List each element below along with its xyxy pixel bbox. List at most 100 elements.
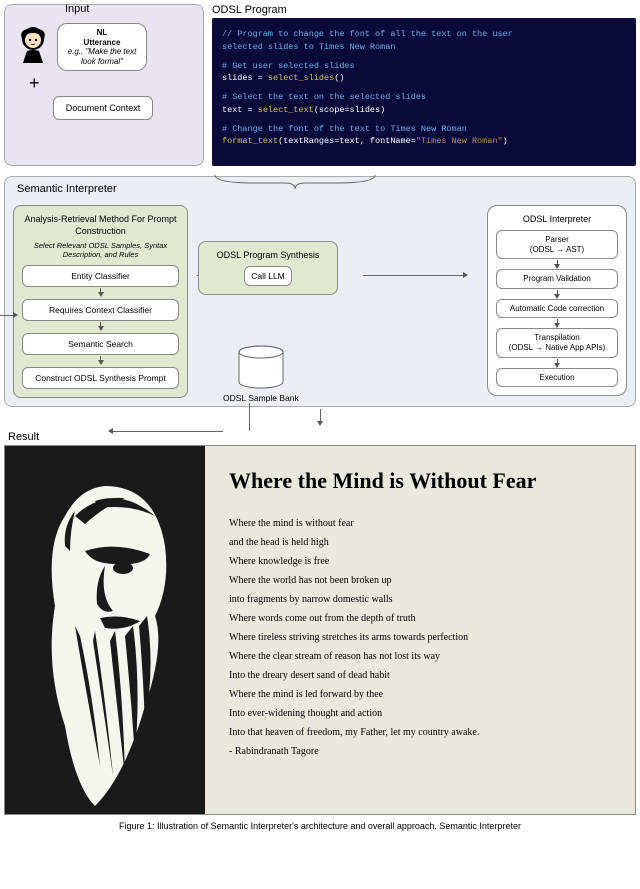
nl-example: e.g., "Make the text look formal" (64, 47, 140, 66)
arrow-down-icon (98, 292, 104, 297)
synth-column: ODSL Program Synthesis Call LLM (198, 205, 338, 295)
poem-line: Where tireless striving stretches its ar… (229, 628, 611, 647)
code-comment: // Program to change the font of all the… (222, 29, 513, 39)
call-llm-box: Call LLM (244, 266, 292, 286)
code-line: () (334, 73, 344, 83)
connector-line (320, 409, 321, 421)
poem-line: Where knowledge is free (229, 552, 611, 571)
mid-content: Analysis-Retrieval Method For Prompt Con… (13, 205, 627, 398)
transpilation-label: Transpilation (501, 333, 613, 343)
code-str: "Times New Roman" (416, 136, 503, 146)
speech-bubble: NL Utterance e.g., "Make the text look f… (57, 23, 147, 71)
poem-line: Into that heaven of freedom, my Father, … (229, 723, 611, 742)
poem-line: Where the mind is led forward by thee (229, 685, 611, 704)
top-section: Input NL Utterance e.g., "Make the text … (0, 0, 640, 170)
poem-line: Where words come out from the depth of t… (229, 609, 611, 628)
input-label: Input (65, 3, 89, 15)
odsl-program-label: ODSL Program (212, 4, 636, 16)
code-fn: select_slides (268, 73, 334, 83)
poem-line: Into ever-widening thought and action (229, 704, 611, 723)
arrow-right-icon (463, 272, 468, 278)
result-label: Result (8, 431, 632, 443)
poem-line: Where the mind is without fear (229, 514, 611, 533)
requires-context-label: Requires Context Classifier (49, 305, 152, 315)
semantic-search-label: Semantic Search (68, 339, 133, 349)
arrow-left-icon (108, 428, 113, 434)
poem-line: Where the world has not been broken up (229, 571, 611, 590)
connector-line (113, 431, 223, 432)
semantic-interpreter-panel: Semantic Interpreter Analysis-Retrieval … (4, 176, 636, 407)
correction-step: Automatic Code correction (496, 299, 618, 319)
code-fn: format_text (222, 136, 278, 146)
portrait-panel (5, 446, 205, 814)
poem-line: Into the dreary desert sand of dead habi… (229, 666, 611, 685)
odsl-interpreter-box: ODSL Interpreter Parser (ODSL → AST) Pro… (487, 205, 627, 396)
input-content: NL Utterance e.g., "Make the text look f… (13, 23, 195, 71)
sample-bank: ODSL Sample Bank (223, 345, 299, 403)
analysis-retrieval-box: Analysis-Retrieval Method For Prompt Con… (13, 205, 188, 398)
validation-step: Program Validation (496, 269, 618, 289)
brace-icon (205, 173, 385, 191)
figure-container: Input NL Utterance e.g., "Make the text … (0, 0, 640, 831)
code-comment: selected slides to Times New Roman (222, 42, 395, 52)
synthesis-title: ODSL Program Synthesis (207, 250, 329, 260)
entity-classifier-box: Entity Classifier (22, 265, 179, 287)
parser-sublabel: (ODSL → AST) (501, 245, 613, 255)
requires-context-box: Requires Context Classifier (22, 299, 179, 321)
construct-prompt-box: Construct ODSL Synthesis Prompt (22, 367, 179, 389)
connector-line (0, 315, 13, 316)
entity-classifier-label: Entity Classifier (71, 271, 130, 281)
semantic-search-box: Semantic Search (22, 333, 179, 355)
validation-label: Program Validation (523, 274, 590, 283)
odsl-synthesis-box: ODSL Program Synthesis Call LLM (198, 241, 338, 295)
plus-sign: + (29, 73, 195, 94)
result-panel: Where the Mind is Without Fear Where the… (4, 445, 636, 815)
arrow-right-icon (13, 312, 18, 318)
poem-line: Where the clear stream of reason has not… (229, 647, 611, 666)
code-comment: # Change the font of the text to Times N… (222, 124, 467, 134)
odsl-program-panel: ODSL Program // Program to change the fo… (212, 4, 636, 166)
utterance-label: Utterance (64, 38, 140, 48)
code-block: // Program to change the font of all the… (212, 18, 636, 166)
execution-label: Execution (539, 373, 574, 382)
arrow-down-icon (317, 421, 323, 426)
interpreter-title: ODSL Interpreter (496, 214, 618, 224)
sample-bank-label: ODSL Sample Bank (223, 393, 299, 403)
poem-panel: Where the Mind is Without Fear Where the… (205, 446, 635, 814)
semantic-interpreter-label: Semantic Interpreter (17, 183, 117, 195)
portrait-icon (5, 446, 205, 814)
document-context-box: Document Context (53, 96, 153, 120)
arrow-down-icon (98, 326, 104, 331)
input-panel: Input NL Utterance e.g., "Make the text … (4, 4, 204, 166)
poem-title: Where the Mind is Without Fear (229, 468, 611, 493)
parser-step: Parser (ODSL → AST) (496, 230, 618, 259)
connector-line (363, 275, 463, 276)
cylinder-icon (235, 345, 287, 389)
code-line: (textRanges=text, fontName= (278, 136, 416, 146)
transpilation-step: Transpilation (ODSL → Native App APIs) (496, 328, 618, 357)
arrow-down-icon (98, 360, 104, 365)
poem-line: and the head is held high (229, 533, 611, 552)
correction-label: Automatic Code correction (510, 304, 604, 313)
figure-caption: Figure 1: Illustration of Semantic Inter… (0, 821, 640, 831)
analysis-title: Analysis-Retrieval Method For Prompt Con… (22, 214, 179, 237)
arrow-down-icon (554, 363, 560, 368)
code-comment: # Get user selected slides (222, 61, 355, 71)
code-line: ) (503, 136, 508, 146)
poem-line: - Rabindranath Tagore (229, 742, 611, 761)
code-line: text = (222, 105, 258, 115)
code-line: slides = (222, 73, 268, 83)
poem-line: into fragments by narrow domestic walls (229, 590, 611, 609)
construct-prompt-label: Construct ODSL Synthesis Prompt (35, 373, 166, 383)
code-fn: select_text (258, 105, 314, 115)
poem-text: Where the mind is without fear and the h… (229, 514, 611, 761)
analysis-subtitle: Select Relevant ODSL Samples, Syntax Des… (22, 241, 179, 259)
result-arrow-container (0, 413, 640, 427)
code-comment: # Select the text on the selected slides (222, 92, 426, 102)
nl-label: NL (64, 28, 140, 38)
face-icon (13, 23, 53, 63)
parser-label: Parser (501, 235, 613, 245)
code-line: (scope=slides) (314, 105, 385, 115)
transpilation-sublabel: (ODSL → Native App APIs) (501, 343, 613, 353)
execution-step: Execution (496, 368, 618, 388)
